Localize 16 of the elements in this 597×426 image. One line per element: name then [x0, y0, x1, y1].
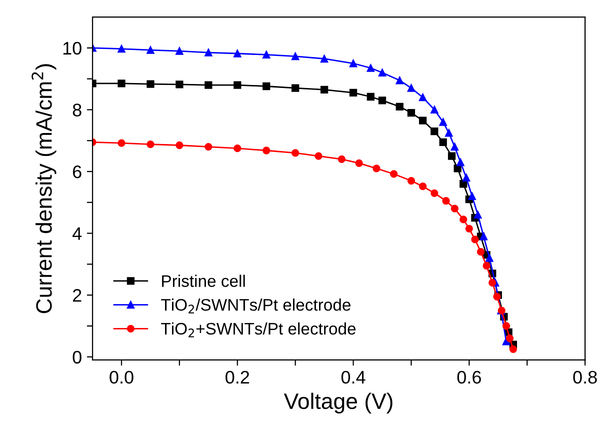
- y-tick-label: 2: [72, 289, 82, 302]
- y-axis-title: Current density (mA/cm$^{2}$): [32, 64, 56, 314]
- y-tick-label: 0: [72, 350, 82, 364]
- legend-label: Pristine cell: [162, 274, 245, 287]
- y-tick-label: 8: [72, 104, 82, 116]
- x-tick-label: 0.8: [573, 370, 597, 384]
- x-tick-label: 0.4: [341, 370, 366, 384]
- y-tick-label: 6: [72, 165, 82, 178]
- x-tick-label: 0.0: [110, 370, 134, 384]
- legend-label: TiO$_{2}$/SWNTs/Pt electrode: [161, 298, 350, 314]
- y-tick-label: 4: [72, 227, 82, 240]
- x-tick-label: 0.2: [226, 370, 250, 384]
- y-tick-label: 10: [63, 42, 82, 55]
- x-tick-label: 0.6: [457, 370, 481, 384]
- legend-label: TiO$_{2}$+SWNTs/Pt electrode: [161, 322, 356, 338]
- x-axis-title: Voltage (V): [284, 392, 392, 414]
